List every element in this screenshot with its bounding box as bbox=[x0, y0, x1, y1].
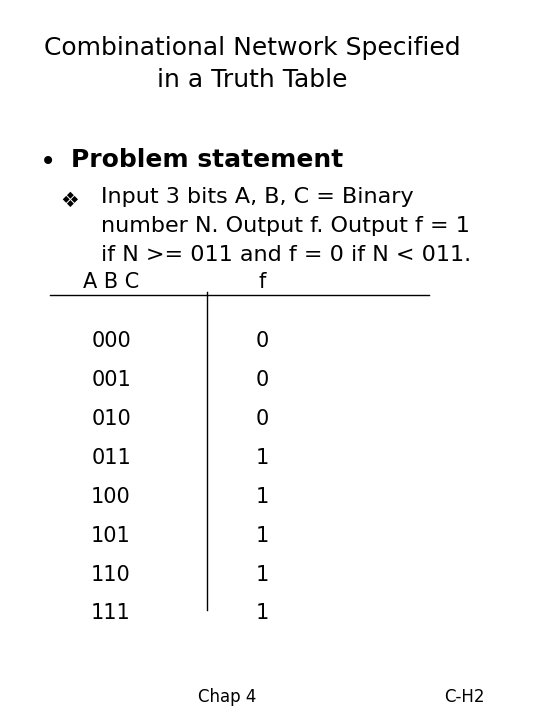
Text: C-H2: C-H2 bbox=[444, 688, 484, 706]
Text: 1: 1 bbox=[256, 564, 269, 585]
Text: if N >= 011 and f = 0 if N < 011.: if N >= 011 and f = 0 if N < 011. bbox=[101, 245, 471, 265]
Text: 0: 0 bbox=[256, 370, 269, 390]
Text: 1: 1 bbox=[256, 448, 269, 468]
Text: number N. Output f. Output f = 1: number N. Output f. Output f = 1 bbox=[101, 216, 470, 236]
Text: ❖: ❖ bbox=[60, 191, 79, 211]
Text: Combinational Network Specified
in a Truth Table: Combinational Network Specified in a Tru… bbox=[44, 36, 461, 91]
Text: f: f bbox=[259, 271, 266, 292]
Text: 101: 101 bbox=[91, 526, 131, 546]
Text: A B C: A B C bbox=[83, 271, 139, 292]
Text: 011: 011 bbox=[91, 448, 131, 468]
Text: Chap 4: Chap 4 bbox=[198, 688, 256, 706]
Text: 000: 000 bbox=[91, 331, 131, 351]
Text: Input 3 bits A, B, C = Binary: Input 3 bits A, B, C = Binary bbox=[101, 187, 414, 207]
Text: •: • bbox=[40, 148, 57, 176]
Text: 010: 010 bbox=[91, 409, 131, 429]
Text: Problem statement: Problem statement bbox=[71, 148, 343, 171]
Text: 100: 100 bbox=[91, 487, 131, 507]
Text: 1: 1 bbox=[256, 487, 269, 507]
Text: 111: 111 bbox=[91, 603, 131, 624]
Text: 1: 1 bbox=[256, 526, 269, 546]
Text: 001: 001 bbox=[91, 370, 131, 390]
Text: 1: 1 bbox=[256, 603, 269, 624]
Text: 0: 0 bbox=[256, 409, 269, 429]
Text: 0: 0 bbox=[256, 331, 269, 351]
Text: 110: 110 bbox=[91, 564, 131, 585]
